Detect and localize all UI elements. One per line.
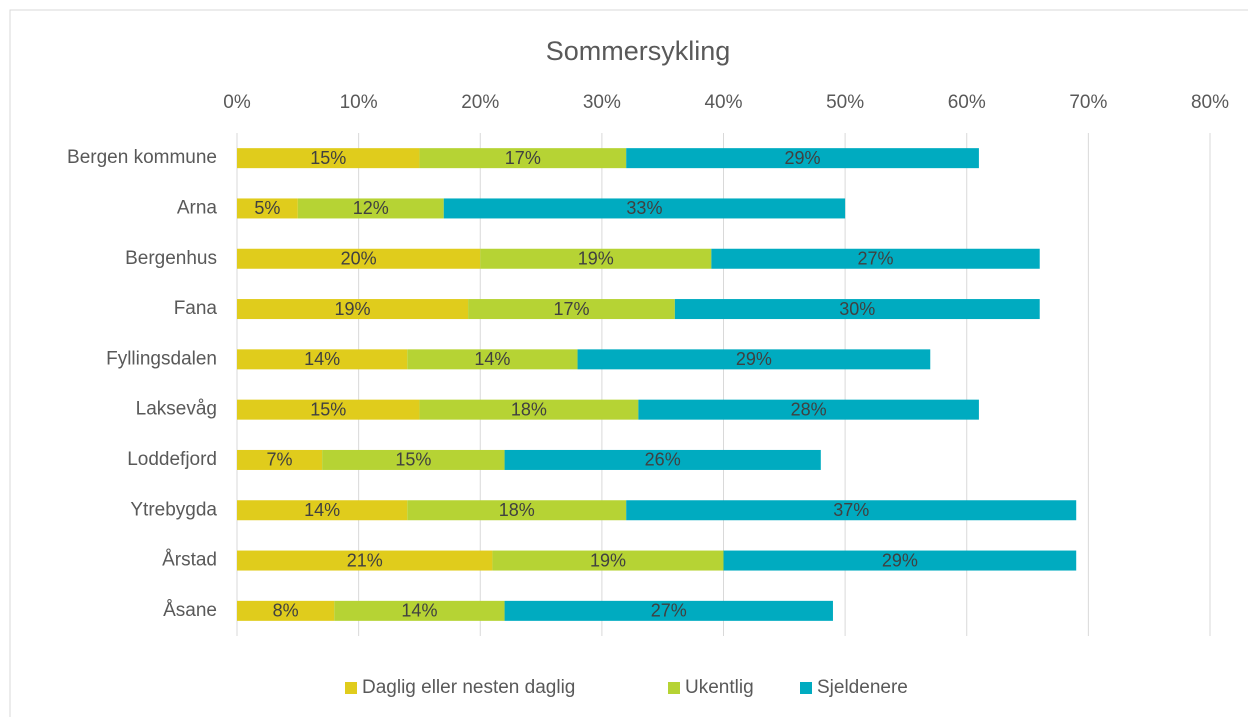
bar-segment [237, 399, 420, 420]
data-label: 14% [304, 500, 340, 520]
data-label: 37% [833, 500, 869, 520]
data-label: 30% [839, 299, 875, 319]
bar-segment [407, 500, 627, 521]
legend-label: Daglig eller nesten daglig [362, 677, 575, 698]
data-label: 27% [858, 249, 894, 269]
bar-segment [237, 500, 408, 521]
legend-swatch [668, 682, 680, 694]
x-tick-label: 0% [223, 92, 251, 113]
data-label: 15% [310, 399, 346, 419]
bar-segment [711, 248, 1040, 269]
data-label: 17% [553, 299, 589, 319]
y-tick-label: Åsane [163, 600, 217, 621]
x-tick-label: 50% [826, 92, 864, 113]
data-label: 20% [341, 249, 377, 269]
bar-segment [419, 148, 627, 169]
bar-segment [237, 148, 420, 169]
x-tick-label: 70% [1069, 92, 1107, 113]
data-label: 15% [395, 450, 431, 470]
x-tick-label: 60% [948, 92, 986, 113]
bar-segment [322, 449, 505, 470]
data-label: 14% [304, 349, 340, 369]
y-tick-label: Fana [174, 298, 218, 319]
data-label: 5% [254, 198, 280, 218]
y-tick-label: Ytrebygda [130, 499, 217, 520]
bar-segment [480, 248, 712, 269]
bar-segment [638, 399, 979, 420]
data-label: 18% [499, 500, 535, 520]
y-tick-label: Fyllingsdalen [106, 348, 217, 369]
legend-swatch [800, 682, 812, 694]
data-label: 17% [505, 148, 541, 168]
data-label: 19% [578, 249, 614, 269]
y-tick-label: Arna [177, 197, 218, 218]
bar-segment [237, 299, 469, 320]
bar-segment [626, 148, 979, 169]
data-label: 18% [511, 399, 547, 419]
data-label: 26% [645, 450, 681, 470]
bar-segment [443, 198, 846, 219]
data-label: 19% [590, 550, 626, 570]
bar-segment [674, 299, 1040, 320]
bar-segment [237, 449, 323, 470]
bar-segment [419, 399, 639, 420]
bar-segment [577, 349, 931, 370]
data-label: 7% [267, 450, 293, 470]
data-label: 14% [474, 349, 510, 369]
data-label: 29% [785, 148, 821, 168]
data-label: 14% [401, 601, 437, 621]
data-label: 28% [791, 399, 827, 419]
x-tick-label: 80% [1191, 92, 1229, 113]
x-tick-label: 40% [704, 92, 742, 113]
bar-segment [237, 600, 335, 621]
chart-title: Sommersykling [546, 36, 731, 66]
data-label: 27% [651, 601, 687, 621]
data-label: 21% [347, 550, 383, 570]
bar-segment [492, 550, 724, 571]
legend-label: Ukentlig [685, 677, 754, 698]
legend-label: Sjeldenere [817, 677, 908, 698]
legend-swatch [345, 682, 357, 694]
y-tick-label: Bergenhus [125, 248, 217, 269]
data-label: 19% [335, 299, 371, 319]
bar-segment [237, 550, 493, 571]
y-tick-label: Bergen kommune [67, 147, 217, 168]
bar-segment [468, 299, 675, 320]
bar-segment [237, 248, 481, 269]
data-label: 12% [353, 198, 389, 218]
y-tick-label: Årstad [162, 550, 217, 571]
bar-segment [334, 600, 505, 621]
data-label: 15% [310, 148, 346, 168]
bar-segment [723, 550, 1077, 571]
y-tick-label: Laksevåg [136, 399, 217, 420]
bar-segment [407, 349, 578, 370]
chart-frame [9, 9, 1248, 717]
bar-segment [237, 349, 408, 370]
data-label: 33% [626, 198, 662, 218]
bar-segment [504, 449, 821, 470]
x-tick-label: 10% [340, 92, 378, 113]
data-label: 8% [273, 601, 299, 621]
x-tick-label: 30% [583, 92, 621, 113]
x-tick-label: 20% [461, 92, 499, 113]
bar-segment [237, 198, 298, 219]
bar-segment [626, 500, 1077, 521]
y-tick-label: Loddefjord [127, 449, 217, 470]
data-label: 29% [882, 550, 918, 570]
data-label: 29% [736, 349, 772, 369]
bar-segment [504, 600, 833, 621]
bar-segment [297, 198, 444, 219]
